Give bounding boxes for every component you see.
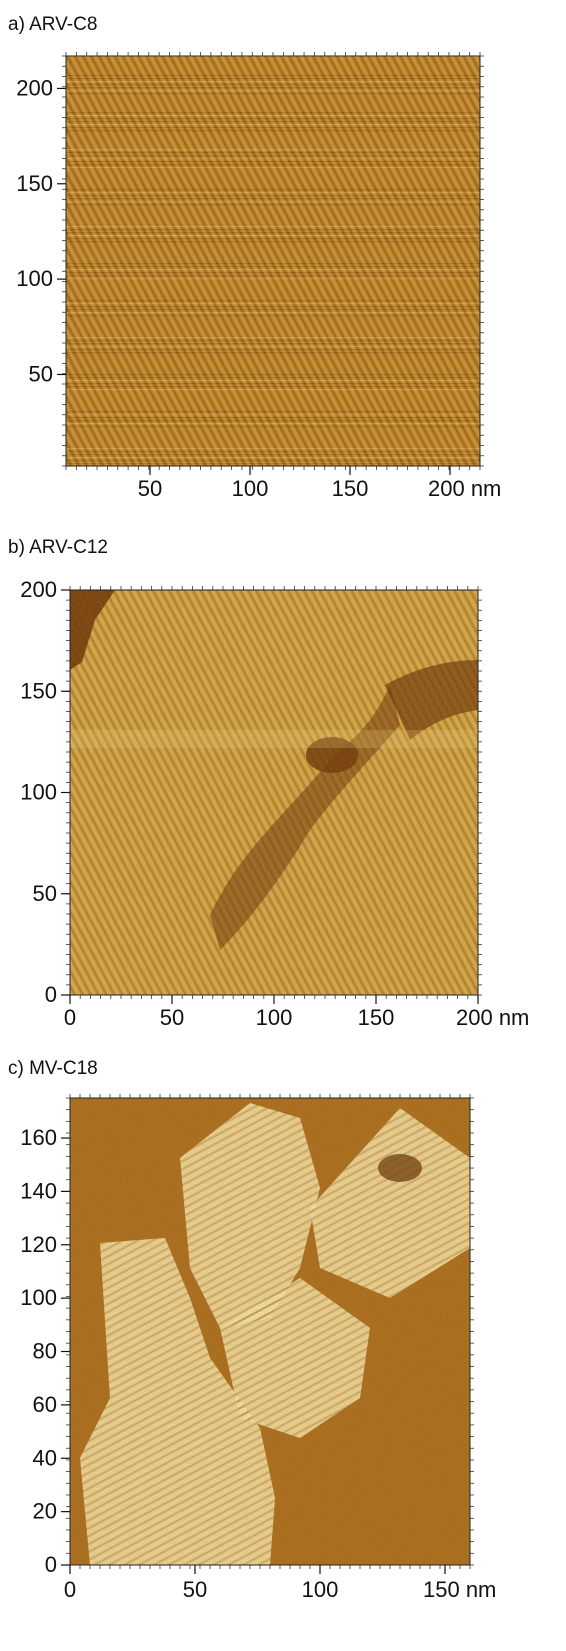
y-tick-label: 140 <box>20 1178 57 1203</box>
y-tick-label: 80 <box>33 1339 57 1364</box>
x-tick-label: 150 <box>358 1005 395 1030</box>
y-tick-label: 50 <box>33 881 57 906</box>
x-tick-label: 200 nm <box>428 476 501 501</box>
y-tick-label: 100 <box>16 266 53 291</box>
x-tick-label: 0 <box>64 1577 76 1602</box>
x-tick-label: 150 <box>332 476 369 501</box>
x-tick-label: 150 nm <box>423 1577 496 1602</box>
stm-image-panel-b: 0 50 100 150 200 nm 0 50 100 150 200 <box>20 577 529 1030</box>
stm-image <box>70 1098 470 1565</box>
y-tick-label: 120 <box>20 1232 57 1257</box>
y-tick-label: 20 <box>33 1499 57 1524</box>
panel-title: c) MV-C18 <box>8 1058 98 1079</box>
panel-title: a) ARV-C8 <box>8 14 98 35</box>
y-tick-label: 0 <box>45 982 57 1007</box>
stm-image-panel-a: 50 100 150 200 nm 50 100 150 200 <box>16 52 501 501</box>
y-tick-label: 200 <box>20 577 57 602</box>
y-tick-label: 40 <box>33 1445 57 1470</box>
y-tick-label: 150 <box>16 171 53 196</box>
panel-title: b) ARV-C12 <box>8 537 108 558</box>
y-tick-label: 150 <box>20 678 57 703</box>
x-tick-label: 100 <box>232 476 269 501</box>
x-tick-label: 200 nm <box>456 1005 529 1030</box>
stm-image <box>66 56 480 466</box>
y-tick-label: 100 <box>20 780 57 805</box>
y-tick-label: 0 <box>45 1552 57 1577</box>
x-tick-label: 0 <box>64 1005 76 1030</box>
minor-ticks <box>66 1094 474 1569</box>
stm-image <box>70 590 478 995</box>
y-tick-label: 100 <box>20 1285 57 1310</box>
y-tick-label: 50 <box>29 361 53 386</box>
x-tick-label: 100 <box>256 1005 293 1030</box>
x-tick-label: 50 <box>183 1577 207 1602</box>
y-tick-label: 60 <box>33 1392 57 1417</box>
y-tick-label: 200 <box>16 75 53 100</box>
x-tick-label: 50 <box>160 1005 184 1030</box>
minor-ticks <box>62 52 484 470</box>
x-tick-label: 100 <box>302 1577 339 1602</box>
x-tick-label: 50 <box>138 476 162 501</box>
y-tick-label: 160 <box>20 1125 57 1150</box>
